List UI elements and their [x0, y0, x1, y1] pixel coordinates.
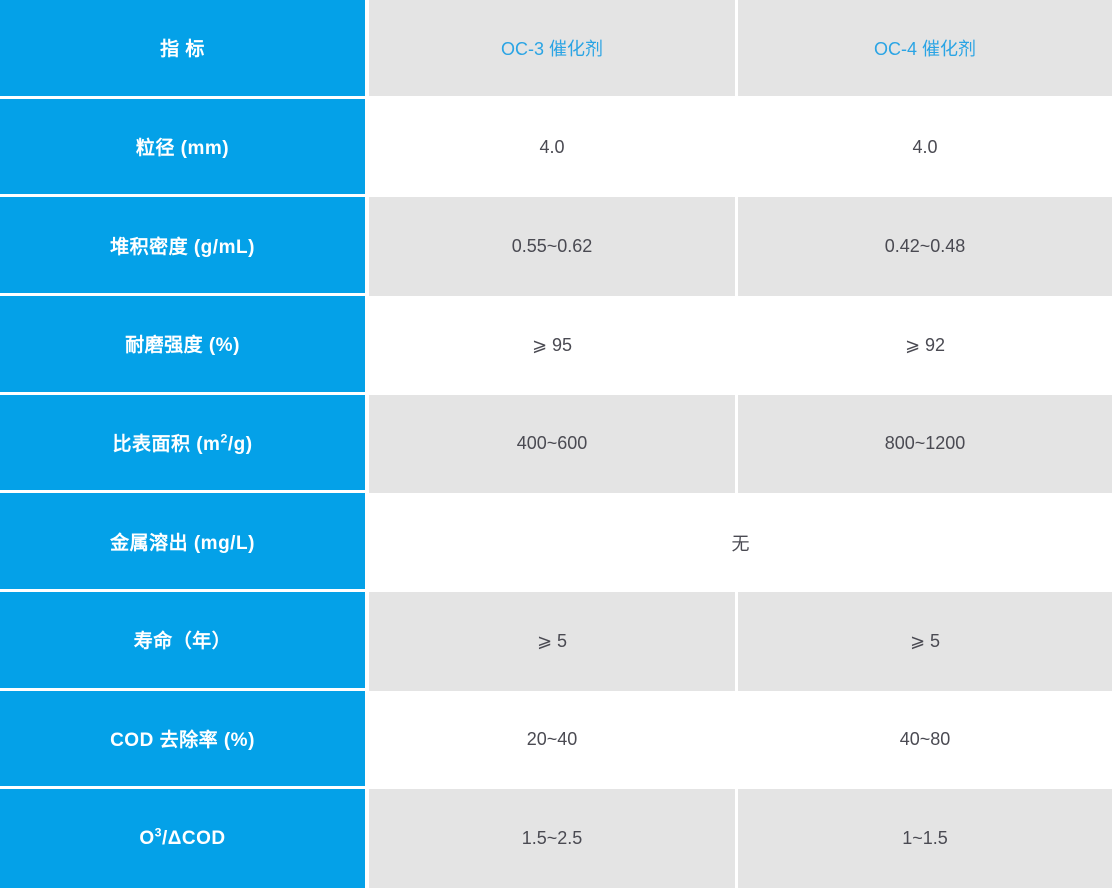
- row-label-specific-surface-area: 比表面积 (m2/g): [0, 394, 369, 494]
- row-label-metal-dissolution: 金属溶出 (mg/L): [0, 493, 369, 592]
- row-label-abrasion-strength: 耐磨强度 (%): [0, 295, 369, 395]
- cell-oc3-cod-removal-rate: 20~40: [369, 690, 738, 790]
- table-row: COD 去除率 (%) 20~40 40~80: [0, 690, 1112, 790]
- cell-oc4-bulk-density: 0.42~0.48: [738, 197, 1112, 296]
- table-row: 比表面积 (m2/g) 400~600 800~1200: [0, 394, 1112, 494]
- header-column-oc3: OC-3 催化剂: [369, 0, 738, 99]
- header-column-oc4: OC-4 催化剂: [738, 0, 1112, 99]
- cell-oc3-particle-size: 4.0: [369, 98, 738, 198]
- table-row: O3/ΔCOD 1.5~2.5 1~1.5: [0, 789, 1112, 888]
- row-label-particle-size: 粒径 (mm): [0, 98, 369, 198]
- cell-oc3-lifespan: ⩾ 5: [369, 591, 738, 691]
- row-label-lifespan: 寿命（年）: [0, 591, 369, 691]
- cell-oc4-lifespan: ⩾ 5: [738, 591, 1112, 691]
- table-row: 粒径 (mm) 4.0 4.0: [0, 98, 1112, 198]
- cell-oc4-cod-removal-rate: 40~80: [738, 690, 1112, 790]
- table-row: 金属溶出 (mg/L) 无: [0, 493, 1112, 592]
- table-row: 耐磨强度 (%) ⩾ 95 ⩾ 92: [0, 295, 1112, 395]
- cell-oc3-bulk-density: 0.55~0.62: [369, 197, 738, 296]
- row-label-cod-removal-rate: COD 去除率 (%): [0, 690, 369, 790]
- cell-oc4-abrasion-strength: ⩾ 92: [738, 295, 1112, 395]
- row-label-ozone-cod-ratio: O3/ΔCOD: [0, 789, 369, 888]
- cell-oc3-ozone-cod-ratio: 1.5~2.5: [369, 789, 738, 888]
- cell-oc4-ozone-cod-ratio: 1~1.5: [738, 789, 1112, 888]
- table-row: 堆积密度 (g/mL) 0.55~0.62 0.42~0.48: [0, 197, 1112, 296]
- cell-oc4-specific-surface-area: 800~1200: [738, 394, 1112, 494]
- cell-oc3-abrasion-strength: ⩾ 95: [369, 295, 738, 395]
- cell-merged-metal-dissolution: 无: [369, 493, 1112, 592]
- header-label-column: 指 标: [0, 0, 369, 99]
- cell-oc4-particle-size: 4.0: [738, 98, 1112, 198]
- table-row: 寿命（年） ⩾ 5 ⩾ 5: [0, 591, 1112, 691]
- table-header-row: 指 标 OC-3 催化剂 OC-4 催化剂: [0, 0, 1112, 99]
- row-label-bulk-density: 堆积密度 (g/mL): [0, 197, 369, 296]
- cell-oc3-specific-surface-area: 400~600: [369, 394, 738, 494]
